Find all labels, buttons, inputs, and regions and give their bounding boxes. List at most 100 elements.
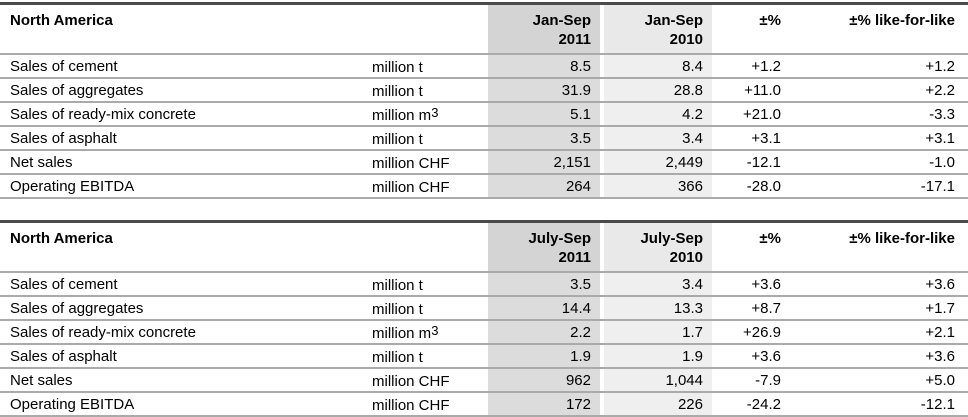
unit-text: million t — [372, 348, 423, 366]
column-header-period-2011: Jan-Sep 2011 — [488, 3, 600, 54]
unit-cell: million CHF — [370, 367, 488, 392]
row-label: Operating EBITDA — [0, 173, 370, 198]
table-row: Sales of cement million t 8.5 8.4 +1.2 +… — [0, 53, 968, 78]
pct-change-cell: -7.9 — [712, 367, 785, 392]
unit-cell: million t — [370, 53, 488, 78]
unit-text: million CHF — [372, 178, 450, 196]
pct-change-cell: -12.1 — [712, 149, 785, 174]
table-row: Sales of cement million t 3.5 3.4 +3.6 +… — [0, 271, 968, 296]
value-2010-cell: 4.2 — [600, 101, 712, 126]
column-header-like-for-like: ±% like-for-like — [849, 230, 955, 247]
row-label: Sales of ready-mix concrete — [0, 101, 370, 126]
unit-cell: million CHF — [370, 173, 488, 198]
like-for-like-cell: +1.2 — [785, 53, 968, 78]
unit-cell: million CHF — [370, 391, 488, 416]
value-2010-cell: 366 — [600, 173, 712, 198]
like-for-like-cell: +1.7 — [785, 295, 968, 320]
financial-table-july-sep: North America July-Sep 2011 July-Sep 201… — [0, 220, 968, 417]
table-row: Sales of ready-mix concrete million m3 5… — [0, 101, 968, 126]
row-label: Sales of cement — [0, 271, 370, 296]
table-row: Operating EBITDA million CHF 264 366 -28… — [0, 173, 968, 198]
unit-cell: million m3 — [370, 101, 488, 126]
pct-change-cell: +21.0 — [712, 101, 785, 126]
row-label: Sales of asphalt — [0, 343, 370, 368]
value-2011-cell: 1.9 — [488, 343, 600, 368]
value-2010-cell: 13.3 — [600, 295, 712, 320]
table-row: Sales of asphalt million t 3.5 3.4 +3.1 … — [0, 125, 968, 150]
unit-text: million t — [372, 276, 423, 294]
unit-cell: million m3 — [370, 319, 488, 344]
row-label: Sales of cement — [0, 53, 370, 78]
column-header-pct-change: ±% — [759, 12, 781, 29]
like-for-like-cell: +2.2 — [785, 77, 968, 102]
like-for-like-cell: -3.3 — [785, 101, 968, 126]
value-2011-cell: 2,151 — [488, 149, 600, 174]
table-row: Sales of asphalt million t 1.9 1.9 +3.6 … — [0, 343, 968, 368]
unit-cell: million t — [370, 271, 488, 296]
row-label: Operating EBITDA — [0, 391, 370, 416]
column-header-like-for-like: ±% like-for-like — [849, 12, 955, 29]
like-for-like-cell: +2.1 — [785, 319, 968, 344]
unit-text: million t — [372, 82, 423, 100]
value-2011-cell: 2.2 — [488, 319, 600, 344]
unit-text: million m — [372, 106, 432, 124]
value-2010-cell: 1.9 — [600, 343, 712, 368]
like-for-like-cell: +3.6 — [785, 343, 968, 368]
column-header-period-2011: July-Sep 2011 — [488, 221, 600, 272]
pct-change-cell: +3.6 — [712, 343, 785, 368]
unit-column-header — [370, 222, 488, 273]
pct-change-cell: +8.7 — [712, 295, 785, 320]
pct-change-cell: -28.0 — [712, 173, 785, 198]
row-label: Sales of ready-mix concrete — [0, 319, 370, 344]
value-2010-cell: 3.4 — [600, 271, 712, 296]
column-header-period-2010: Jan-Sep 2010 — [600, 3, 712, 54]
column-header-period-2010: July-Sep 2010 — [600, 221, 712, 272]
period-year: 2010 — [669, 31, 703, 48]
value-2010-cell: 8.4 — [600, 53, 712, 78]
row-label: Net sales — [0, 149, 370, 174]
row-label: Net sales — [0, 367, 370, 392]
pct-change-cell: +1.2 — [712, 53, 785, 78]
pct-change-cell: +11.0 — [712, 77, 785, 102]
period-label: July-Sep — [640, 230, 703, 247]
value-2011-cell: 962 — [488, 367, 600, 392]
table-row: Sales of aggregates million t 14.4 13.3 … — [0, 295, 968, 320]
like-for-like-cell: +5.0 — [785, 367, 968, 392]
unit-text: million m — [372, 324, 432, 342]
row-label: Sales of aggregates — [0, 295, 370, 320]
table-title: North America — [10, 230, 113, 247]
table-row: Sales of ready-mix concrete million m3 2… — [0, 319, 968, 344]
period-year: 2010 — [669, 249, 703, 266]
period-year: 2011 — [558, 249, 591, 266]
unit-text: million t — [372, 300, 423, 318]
unit-cell: million t — [370, 125, 488, 150]
unit-cell: million t — [370, 343, 488, 368]
unit-superscript: 3 — [431, 322, 439, 338]
value-2011-cell: 264 — [488, 173, 600, 198]
unit-text: million CHF — [372, 396, 450, 414]
value-2010-cell: 1,044 — [600, 367, 712, 392]
value-2011-cell: 3.5 — [488, 271, 600, 296]
value-2011-cell: 14.4 — [488, 295, 600, 320]
table-row: Net sales million CHF 2,151 2,449 -12.1 … — [0, 149, 968, 174]
like-for-like-cell: +3.1 — [785, 125, 968, 150]
row-label: Sales of aggregates — [0, 77, 370, 102]
row-label: Sales of asphalt — [0, 125, 370, 150]
unit-superscript: 3 — [431, 104, 439, 120]
financial-table-jan-sep: North America Jan-Sep 2011 Jan-Sep 2010 … — [0, 2, 968, 199]
value-2011-cell: 31.9 — [488, 77, 600, 102]
value-2010-cell: 226 — [600, 391, 712, 416]
unit-cell: million t — [370, 77, 488, 102]
unit-text: million CHF — [372, 372, 450, 390]
unit-cell: million t — [370, 295, 488, 320]
value-2011-cell: 5.1 — [488, 101, 600, 126]
header-row: North America July-Sep 2011 July-Sep 201… — [0, 221, 968, 273]
unit-text: million t — [372, 130, 423, 148]
pct-change-cell: +3.6 — [712, 271, 785, 296]
pct-change-cell: +3.1 — [712, 125, 785, 150]
like-for-like-cell: -12.1 — [785, 391, 968, 416]
like-for-like-cell: -1.0 — [785, 149, 968, 174]
unit-column-header — [370, 4, 488, 55]
value-2010-cell: 2,449 — [600, 149, 712, 174]
pct-change-cell: -24.2 — [712, 391, 785, 416]
